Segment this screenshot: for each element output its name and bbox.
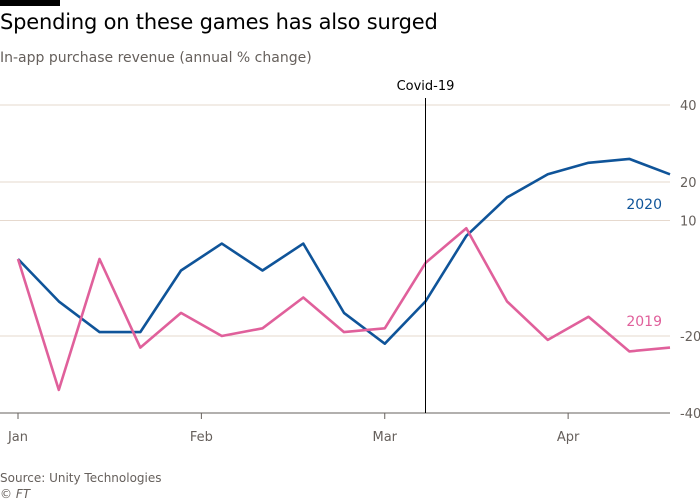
y-tick-label: 20 (680, 176, 697, 191)
x-tick-label: Jan (7, 430, 28, 445)
credit-note: © FT (0, 487, 31, 501)
y-tick-label: 40 (680, 99, 697, 114)
y-tick-label: -20 (680, 330, 700, 345)
x-tick-label: Mar (372, 430, 397, 445)
y-tick-label: 10 (680, 215, 697, 230)
chart-subtitle: In-app purchase revenue (annual % change… (0, 50, 312, 66)
series-label-2019: 2019 (626, 314, 662, 330)
series-label-2020: 2020 (626, 197, 662, 213)
series-line-2019 (16, 226, 671, 392)
chart-title: Spending on these games has also surged (0, 10, 438, 34)
x-tick-label: Apr (557, 430, 580, 445)
title-accent-bar (0, 0, 60, 6)
covid-marker-label: Covid-19 (397, 79, 455, 94)
series-line-2020 (17, 157, 671, 346)
x-tick-label: Feb (190, 430, 213, 445)
source-note: Source: Unity Technologies (0, 471, 162, 485)
y-tick-label: -40 (680, 407, 700, 422)
